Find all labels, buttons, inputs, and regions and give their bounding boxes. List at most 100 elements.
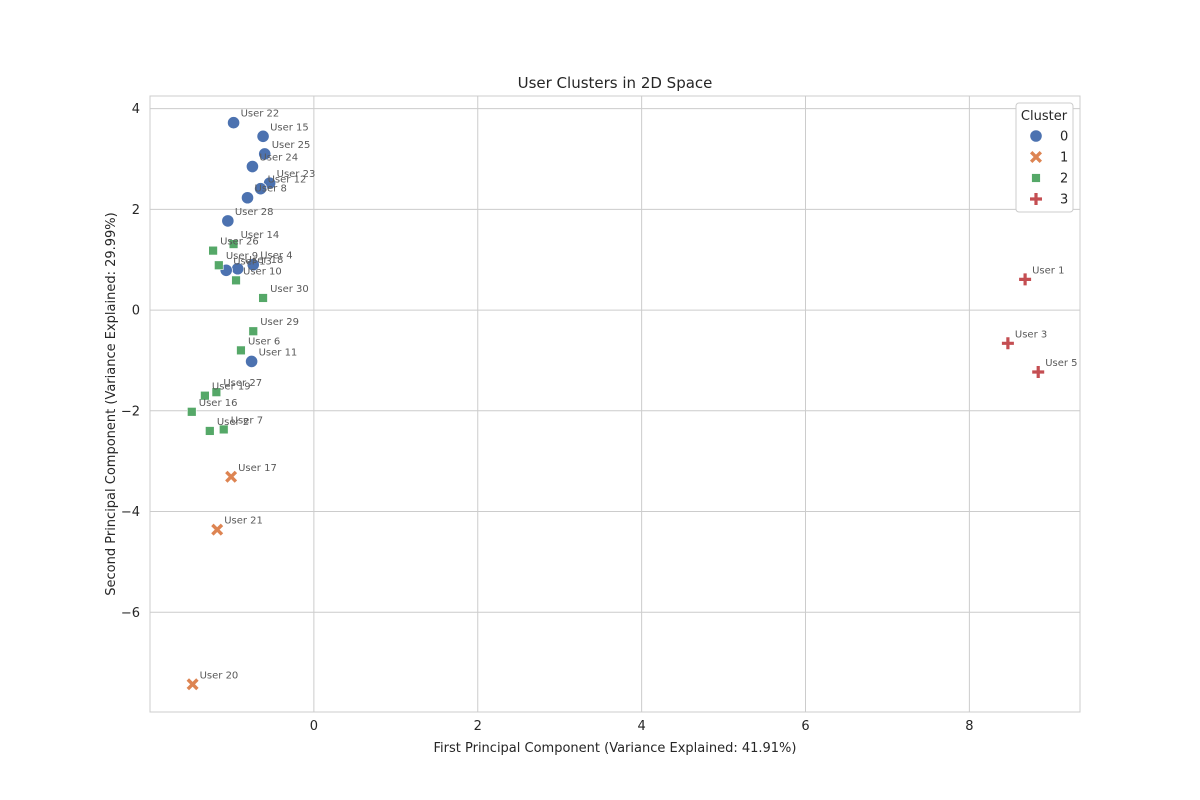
legend-marker-2-shape [1031,173,1041,183]
data-point-cluster-0-shape [240,191,255,205]
data-point-cluster-0-shape [245,159,260,174]
x-axis-label: First Principal Component (Variance Expl… [434,741,797,756]
data-point-cluster-3 [1032,366,1045,379]
legend-label: 1 [1060,151,1068,166]
data-point-cluster-2 [219,424,229,435]
data-point-cluster-2 [205,426,215,436]
y-tick-label: −4 [121,505,140,520]
point-label: User 28 [235,207,274,218]
point-label: User 11 [259,347,298,358]
data-point-cluster-1-shape [225,470,238,483]
data-point-cluster-0 [245,159,260,174]
point-label: User 8 [255,184,287,195]
point-label: User 10 [243,266,282,277]
point-label: User 13 [233,256,272,267]
y-tick-label: 0 [132,304,140,319]
data-point-cluster-1 [211,523,224,536]
data-point-cluster-2 [236,345,246,356]
point-label: User 19 [212,382,251,393]
y-tick-label: 4 [132,102,140,117]
data-point-cluster-2 [258,293,268,303]
legend-label: 3 [1060,193,1068,208]
x-tick-label: 8 [965,719,973,734]
legend-marker-0 [1029,129,1043,143]
data-point-cluster-2 [231,275,241,286]
data-point-cluster-2-shape [200,390,210,401]
data-point-cluster-2-shape [211,387,222,397]
legend-marker-0-shape [1029,129,1043,143]
legend: Cluster 0 1 2 3 [1015,102,1074,213]
data-points [186,116,1045,691]
point-label: User 22 [241,109,280,120]
data-point-cluster-0 [258,147,272,161]
point-label: User 18 [245,255,284,266]
data-point-cluster-0-shape [254,182,268,196]
data-point-cluster-2 [208,245,218,256]
data-point-cluster-2-shape [258,293,268,303]
plot-frame [149,95,1081,713]
point-label: User 7 [231,415,263,426]
data-point-cluster-2-shape [208,245,218,256]
data-point-cluster-2-shape [219,424,229,435]
legend-entries: 0 1 2 3 [1029,129,1068,208]
point-label: User 16 [199,398,238,409]
data-point-cluster-1 [225,470,238,483]
data-point-cluster-0 [221,214,235,228]
plot-area [150,96,1080,712]
point-label: User 24 [259,153,298,164]
data-point-cluster-0 [245,354,259,369]
data-point-cluster-2-shape [187,407,197,417]
data-point-cluster-0 [226,116,241,130]
legend-marker-1 [1029,150,1043,164]
y-tick-label: −6 [121,606,140,621]
y-axis-ticks: 4 2 0 −2 −4 −6 [121,102,140,621]
point-label: User 1 [1032,265,1064,276]
data-point-cluster-0 [240,191,255,205]
point-label: User 26 [220,237,259,248]
data-point-cluster-2 [214,260,224,270]
data-point-cluster-0-shape [256,129,270,143]
data-point-cluster-3 [1019,273,1032,286]
legend-marker-3 [1030,193,1042,205]
point-label: User 25 [272,140,311,151]
x-tick-label: 6 [801,719,809,734]
legend-label: 2 [1060,172,1068,187]
data-point-cluster-0-shape [245,354,259,369]
data-point-cluster-0-shape [221,214,235,228]
data-point-cluster-2 [211,387,222,397]
legend-marker-2 [1031,173,1041,183]
point-label: User 6 [248,336,280,347]
y-tick-label: −2 [121,404,140,419]
legend-box [1015,102,1074,213]
legend-label: 0 [1060,130,1068,145]
data-point-cluster-1 [186,678,199,691]
data-point-cluster-2 [187,407,197,417]
data-point-cluster-0-shape [246,258,260,272]
data-point-cluster-3-shape [1001,337,1014,350]
y-axis-label: Second Principal Component (Variance Exp… [104,212,119,595]
point-label: User 4 [260,251,292,262]
data-point-cluster-1-shape [186,678,199,691]
point-label: User 2 [217,417,249,428]
point-label: User 20 [200,670,239,681]
data-point-cluster-2-shape [205,426,215,436]
data-point-cluster-0 [254,182,268,196]
data-point-cluster-0 [246,258,260,272]
point-label: User 27 [223,378,262,389]
grid [150,96,1080,712]
y-tick-label: 2 [132,203,140,218]
data-point-cluster-2-shape [248,326,258,336]
x-tick-label: 2 [474,719,482,734]
point-label: User 29 [260,317,299,328]
point-label: User 21 [224,516,263,527]
point-label: User 3 [1015,329,1047,340]
point-label: User 14 [241,230,280,241]
data-point-cluster-2-shape [214,260,224,270]
data-point-cluster-3-shape [1019,273,1032,286]
data-point-cluster-2-shape [231,275,241,286]
x-axis-ticks: 0 2 4 6 8 [310,719,974,734]
data-point-cluster-2 [228,239,239,249]
point-label: User 23 [277,169,316,180]
